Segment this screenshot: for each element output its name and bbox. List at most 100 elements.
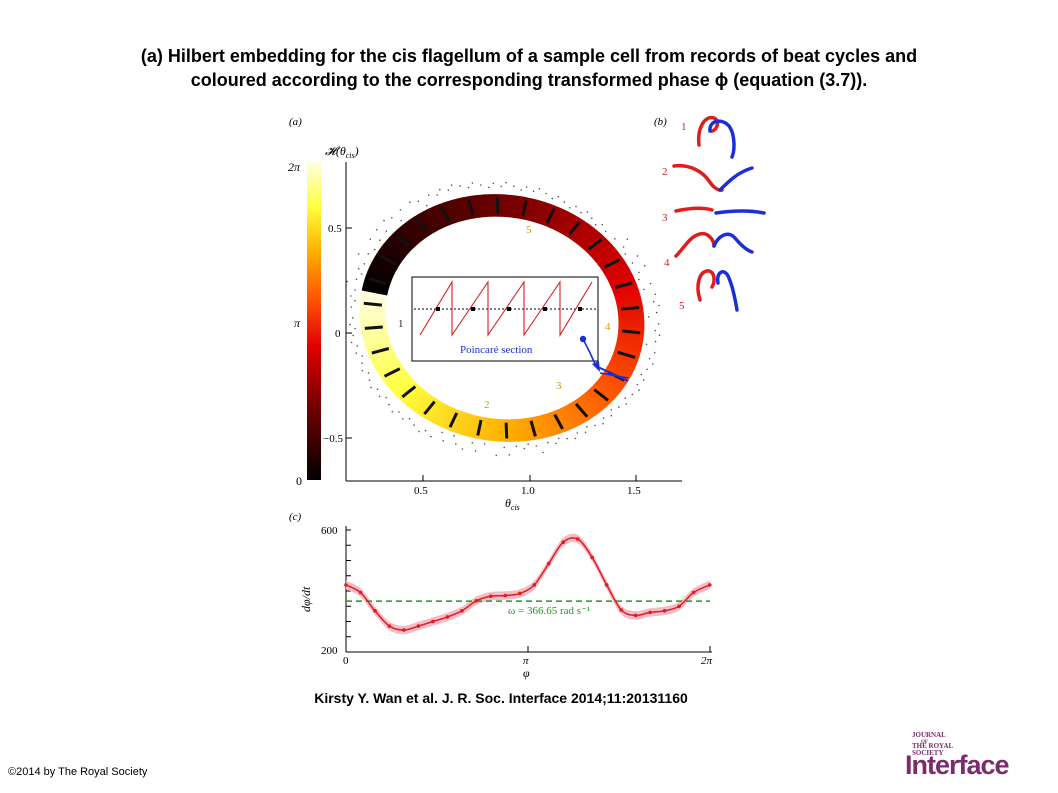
title-line-2: coloured according to the corresponding … (190, 70, 868, 90)
ring-segment (610, 358, 636, 371)
ring-segment (547, 412, 562, 435)
stray-dot (527, 443, 529, 446)
ring-segment (484, 417, 492, 441)
stray-dot (350, 306, 353, 308)
ring-segment (429, 206, 446, 229)
ring-segment (452, 410, 465, 433)
ring-segment (515, 195, 524, 219)
stray-dot (427, 194, 430, 196)
panel-a-ylabel-sub: cis (346, 151, 355, 160)
ring-segment (591, 244, 615, 260)
phase-mark (448, 412, 459, 428)
stroke-label-3: 3 (662, 212, 668, 224)
ring-segment (422, 398, 440, 420)
ring-segment (452, 198, 466, 222)
stray-dot (505, 181, 507, 184)
stray-dot (631, 393, 634, 396)
stray-dot (525, 186, 528, 188)
panel-a-ylabel-close: ) (354, 144, 359, 158)
ring-segment (379, 245, 404, 262)
ring-segment (612, 284, 639, 294)
ring-segment (553, 210, 569, 232)
ring-segment (442, 201, 457, 224)
ring-segment (395, 228, 417, 248)
stray-dot (643, 288, 645, 291)
ring-segment (617, 335, 644, 343)
stray-dot (442, 440, 445, 442)
stray-dot (355, 278, 358, 281)
ring-segment (466, 414, 477, 438)
ring-segment (538, 414, 552, 438)
stray-dot (602, 422, 604, 425)
ring-segment (425, 400, 443, 421)
stray-dot (375, 228, 378, 231)
panel-c-xlabel: φ (523, 666, 530, 680)
ring-segment (611, 355, 637, 368)
segment-label-3: 3 (556, 380, 562, 392)
stray-dot (385, 230, 388, 233)
stray-dot (367, 372, 370, 374)
ring-segment (385, 238, 409, 256)
ring-segment (503, 194, 509, 218)
data-point (561, 540, 565, 544)
stray-dot (483, 443, 486, 445)
stroke-1-trans (696, 115, 720, 147)
stroke-5-trans (696, 269, 716, 302)
stray-dot (568, 207, 571, 209)
panel-c-ytick-600: 600 (321, 525, 338, 537)
colorbar-tick-2pi: 2π (288, 160, 301, 174)
stroke-3-trans (674, 206, 714, 213)
ring-segment (576, 397, 596, 418)
ring-segment (571, 222, 591, 243)
ring-segment (573, 399, 593, 420)
data-point (373, 609, 377, 613)
panel-b-label: (b) (654, 116, 667, 128)
stray-dot (535, 445, 538, 447)
ring-segment (371, 259, 397, 273)
stray-dot (474, 450, 477, 452)
stray-dot (557, 195, 560, 198)
stray-dot (610, 414, 613, 417)
stroke-label-4: 4 (664, 257, 670, 269)
panel-a-ytick-1: 0 (335, 328, 341, 340)
ring-segment (495, 418, 501, 442)
data-point (575, 537, 580, 541)
ring-segment (555, 409, 572, 431)
stray-dot (346, 280, 348, 283)
segment-label-4: 4 (605, 321, 611, 333)
ring-segment (362, 283, 389, 293)
inset-label: Poincaré section (460, 344, 533, 356)
stray-dot (614, 238, 616, 240)
stray-dot (558, 437, 560, 440)
ring-segment (616, 300, 643, 307)
ring-segment (581, 231, 602, 250)
flagella-strokes: 1 2 3 4 5 (662, 115, 766, 312)
stray-dot (391, 217, 393, 219)
ring-segment (359, 312, 386, 317)
ring-segment (576, 227, 597, 246)
ring-segment (438, 406, 454, 428)
stray-dot (488, 186, 490, 189)
stray-dot (576, 432, 579, 434)
data-point (445, 615, 450, 619)
ring-segment (606, 269, 632, 281)
inset-section-points (436, 307, 582, 311)
data-point (619, 608, 623, 612)
stray-dot (385, 396, 388, 399)
ring-segment (613, 287, 640, 297)
ring-segment (469, 415, 480, 438)
stray-dot (624, 397, 627, 399)
ring-segment (441, 407, 456, 429)
ring-segment (402, 222, 424, 242)
stray-dot (646, 368, 648, 371)
stray-dot (455, 443, 457, 445)
stray-dot (471, 182, 474, 184)
panel-a-xtick-1: 1.0 (521, 485, 535, 497)
ring-segment (372, 355, 398, 367)
ring-segment (593, 246, 617, 263)
stroke-2-cis (718, 166, 754, 192)
stray-dot (354, 327, 356, 330)
data-point (708, 583, 712, 587)
ring-segment (360, 293, 387, 301)
stray-dot (357, 253, 360, 255)
